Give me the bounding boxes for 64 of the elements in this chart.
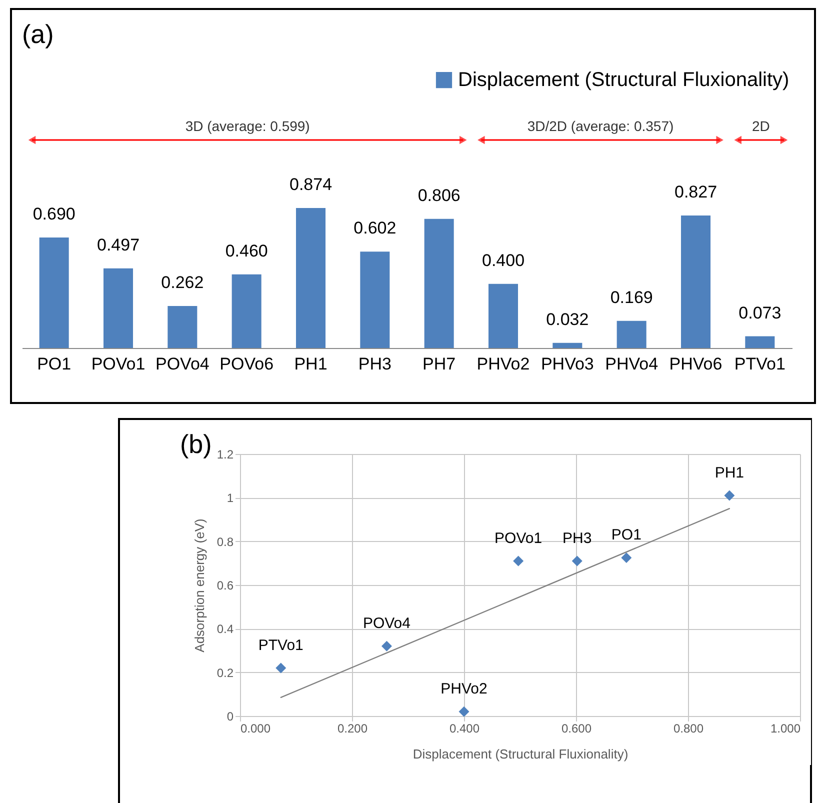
y-tick-label: 0.6 bbox=[216, 578, 234, 592]
x-tick-label: PHVo6 bbox=[669, 354, 722, 374]
chart-title: (b) bbox=[180, 429, 212, 459]
bar bbox=[424, 218, 454, 348]
x-tick-label: PHVo2 bbox=[476, 354, 530, 374]
x-tick-label: PHVo4 bbox=[605, 354, 658, 374]
x-tick-label: 0.200 bbox=[337, 722, 368, 736]
x-tick-label: PH1 bbox=[294, 354, 328, 374]
y-tick-label: 0.4 bbox=[216, 622, 234, 636]
x-axis-title: Displacement (Structural Fluxionality) bbox=[412, 746, 628, 762]
x-tick-label: PH3 bbox=[358, 354, 392, 374]
bar bbox=[360, 252, 390, 348]
data-label: 0.874 bbox=[289, 175, 332, 194]
bar bbox=[296, 208, 326, 348]
bar bbox=[552, 342, 582, 348]
bar bbox=[232, 274, 262, 348]
data-label: 0.497 bbox=[96, 235, 140, 254]
annotation: POVo4 bbox=[362, 615, 410, 632]
x-tick-label: PO1 bbox=[37, 354, 72, 374]
data-label: 0.806 bbox=[418, 186, 460, 205]
data-label: 0.169 bbox=[610, 288, 653, 307]
x-tick-label: PTVo1 bbox=[734, 354, 786, 374]
y-tick-label: 1.2 bbox=[216, 448, 234, 462]
data-label: 0.460 bbox=[225, 241, 268, 260]
annotation: POVo1 bbox=[494, 530, 542, 547]
x-tick-label: PHVo3 bbox=[540, 354, 594, 374]
bar bbox=[680, 216, 711, 348]
data-label: 0.073 bbox=[738, 303, 782, 322]
x-tick-label: 0.000 bbox=[240, 722, 271, 736]
text: 3D (average: 0.599) bbox=[185, 118, 310, 134]
text: 3D/2D (average: 0.357) bbox=[527, 118, 674, 134]
x-tick-label: 1.000 bbox=[770, 722, 801, 736]
data-label: 0.262 bbox=[161, 273, 204, 292]
bar bbox=[745, 336, 775, 348]
y-tick-label: 1 bbox=[226, 491, 234, 506]
data-label: 0.032 bbox=[546, 310, 589, 329]
x-tick-label: 0.400 bbox=[449, 722, 480, 736]
x-tick-label: 0.600 bbox=[561, 722, 592, 736]
bar bbox=[39, 237, 69, 348]
annotation: PH3 bbox=[562, 530, 592, 547]
bar bbox=[103, 268, 134, 348]
annotation: PO1 bbox=[611, 526, 642, 544]
x-tick-label: POVo4 bbox=[155, 354, 210, 374]
x-tick-label: POVo1 bbox=[91, 354, 146, 374]
data-label: 0.400 bbox=[482, 250, 525, 270]
y-tick-label: 0.8 bbox=[216, 534, 234, 549]
x-tick-label: 0.800 bbox=[673, 722, 704, 736]
y-tick-label: 0.2 bbox=[216, 666, 234, 680]
x-tick-label: POVo6 bbox=[220, 354, 274, 374]
y-axis-title: Adsorption energy (eV) bbox=[192, 518, 207, 652]
data-label: 0.602 bbox=[354, 218, 396, 238]
data-label: 0.690 bbox=[32, 204, 76, 224]
bar bbox=[616, 320, 646, 348]
annotation: PTVo1 bbox=[258, 636, 304, 654]
bar bbox=[488, 284, 518, 348]
text: 2D bbox=[752, 118, 770, 134]
x-tick-label: PH7 bbox=[422, 354, 456, 374]
annotation: PH1 bbox=[714, 464, 744, 482]
y-tick-label: 0 bbox=[226, 710, 234, 724]
annotation: PHVo2 bbox=[440, 680, 488, 698]
data-label: 0.827 bbox=[674, 182, 718, 202]
chart-title: (a) bbox=[22, 19, 54, 49]
bar bbox=[168, 306, 198, 348]
legend-label: Displacement (Structural Fluxionality) bbox=[458, 69, 790, 91]
